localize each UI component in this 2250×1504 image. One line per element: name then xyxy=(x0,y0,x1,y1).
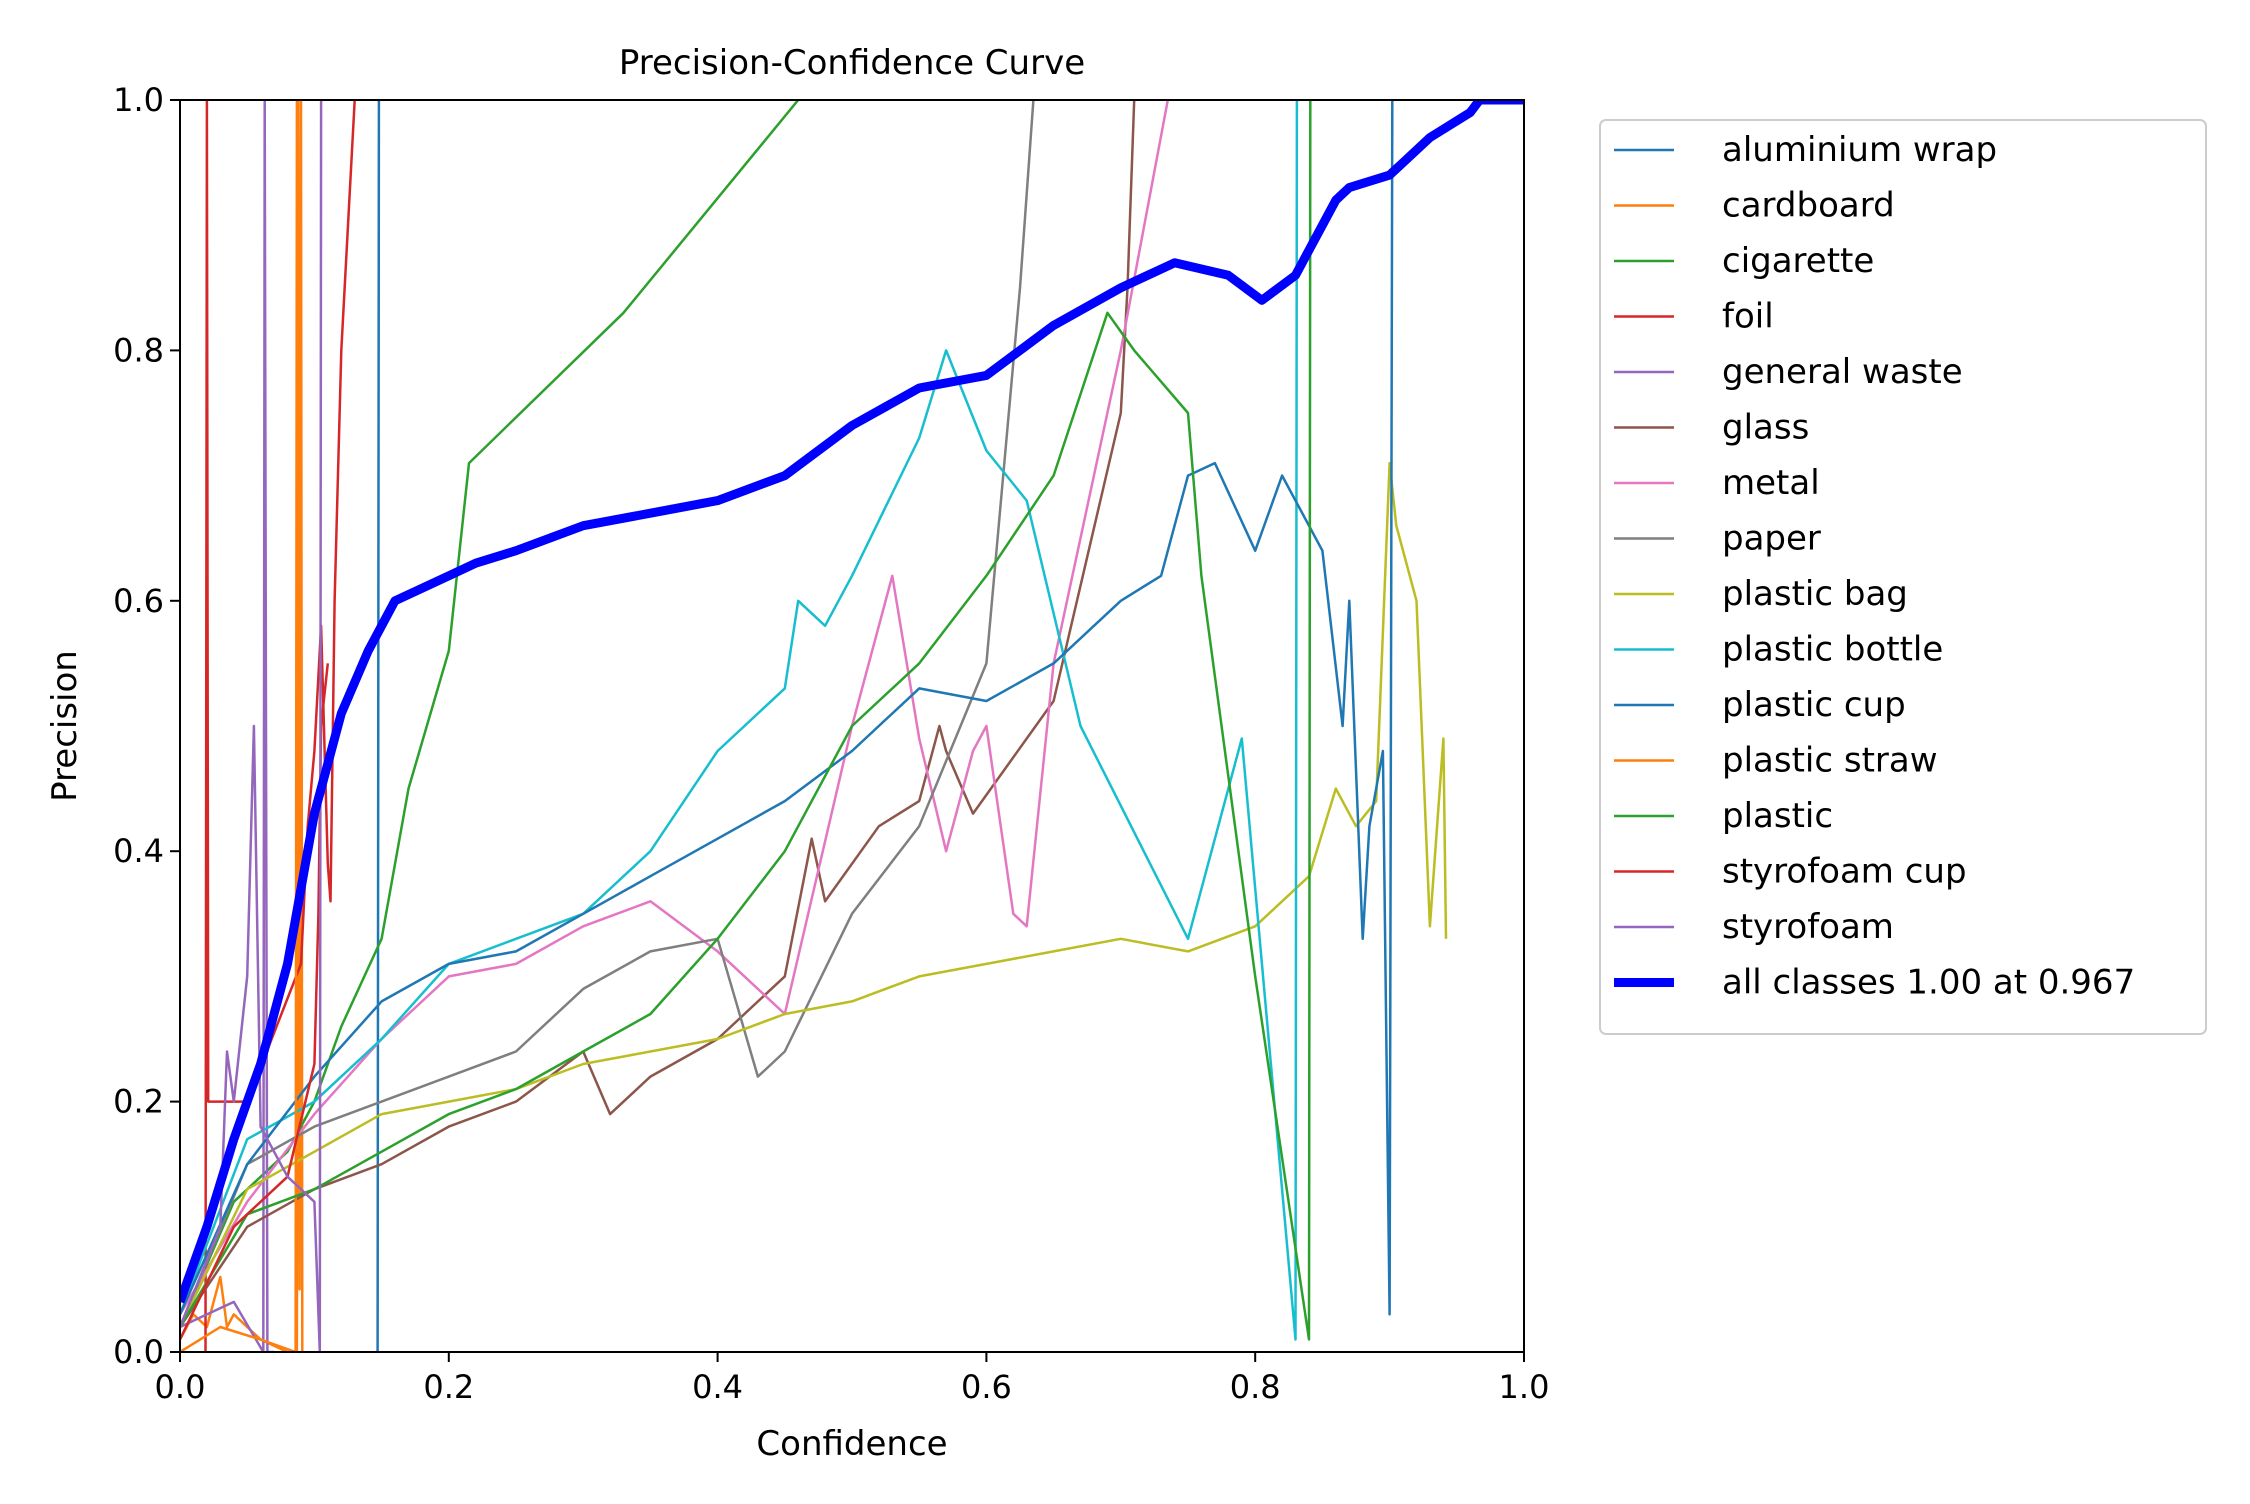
x-tick-label: 0.2 xyxy=(423,1368,474,1406)
series-line-plastic-straw xyxy=(180,100,299,1352)
x-tick-label: 0.0 xyxy=(155,1368,206,1406)
y-tick-label: 1.0 xyxy=(113,81,164,119)
legend-label: glass xyxy=(1722,408,1809,448)
series-line-plastic-bottle xyxy=(180,100,1299,1341)
legend-label: plastic bottle xyxy=(1722,630,1943,670)
legend-label: plastic bag xyxy=(1722,574,1908,614)
series-line-general-waste xyxy=(180,100,275,1352)
legend-label: general waste xyxy=(1722,352,1963,392)
legend-label: plastic xyxy=(1722,796,1833,836)
series-line-all-classes-1-00-at-0-967 xyxy=(180,100,1524,1304)
series-line-cigarette xyxy=(180,100,800,1328)
series-line-glass xyxy=(180,100,1136,1328)
legend: aluminium wrap cardboard cigarette foil gene… xyxy=(1599,119,2207,1035)
legend-label: plastic straw xyxy=(1722,741,1938,781)
series-line-plastic-cup xyxy=(180,100,1394,1316)
y-axis-label: Precision xyxy=(45,650,85,802)
y-tick-label: 0.2 xyxy=(113,1083,164,1121)
legend-label: foil xyxy=(1722,297,1774,337)
chart-title: Precision-Confidence Curve xyxy=(619,43,1085,83)
y-tick-label: 0.4 xyxy=(113,832,164,870)
x-tick-label: 0.4 xyxy=(692,1368,743,1406)
legend-label: aluminium wrap xyxy=(1722,130,1997,170)
series-line-styrofoam xyxy=(180,100,323,1352)
y-tick-label: 0.8 xyxy=(113,331,164,369)
y-tick-label: 0.0 xyxy=(113,1333,164,1371)
plot-frame xyxy=(179,99,1525,1353)
y-tick-label: 0.6 xyxy=(113,582,164,620)
series-line-paper xyxy=(180,100,1035,1328)
series-line-plastic-bag xyxy=(180,461,1448,1328)
legend-label: plastic cup xyxy=(1722,685,1906,725)
x-tick-label: 1.0 xyxy=(1499,1368,1550,1406)
x-tick-label: 0.8 xyxy=(1230,1368,1281,1406)
x-axis-ticks: 0.0 0.2 0.4 0.6 0.8 1.0 xyxy=(155,1352,1550,1406)
legend-label: styrofoam xyxy=(1722,907,1894,947)
legend-label: cigarette xyxy=(1722,241,1874,281)
series-line-foil xyxy=(204,100,356,1352)
legend-label: styrofoam cup xyxy=(1722,852,1967,892)
series-line-cardboard xyxy=(180,100,304,1352)
series-line-plastic xyxy=(180,100,1312,1341)
legend-label: metal xyxy=(1722,463,1820,503)
legend-label: all classes 1.00 at 0.967 xyxy=(1722,963,2135,1003)
series-line-aluminium-wrap xyxy=(376,100,381,1352)
series-layer xyxy=(180,100,1524,1352)
legend-label: cardboard xyxy=(1722,186,1895,226)
x-tick-label: 0.6 xyxy=(961,1368,1012,1406)
x-axis-label: Confidence xyxy=(756,1424,947,1464)
legend-label: paper xyxy=(1722,519,1821,559)
legend-box xyxy=(1599,119,2207,1035)
y-axis-ticks: 0.0 0.2 0.4 0.6 0.8 1.0 xyxy=(113,81,180,1371)
